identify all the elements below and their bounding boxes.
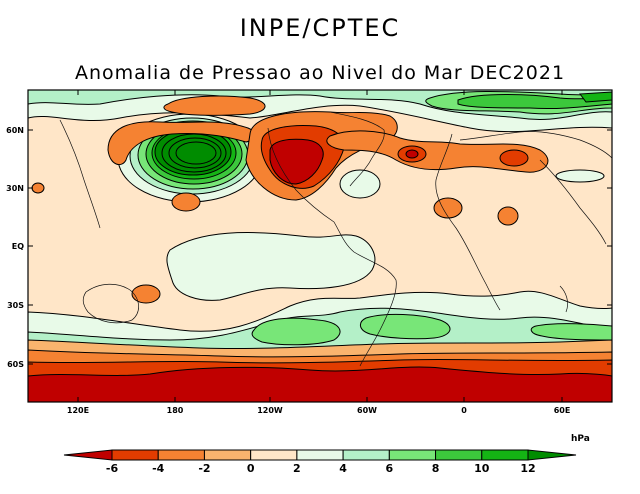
lon-label-120w: 120W <box>257 406 283 415</box>
colorbar-swatch <box>342 449 390 461</box>
colorbar-unit: hPa <box>571 434 590 444</box>
colorbar-swatch <box>157 449 205 461</box>
colorbar-swatch <box>388 449 437 461</box>
lon-label-180: 180 <box>167 406 184 415</box>
lat-label-30s: 30S <box>7 301 24 310</box>
negative-patch-1 <box>31 182 45 194</box>
lon-label-0: 0 <box>461 406 467 415</box>
colorbar-level-label: -6 <box>106 462 119 475</box>
positive-patch-2 <box>339 169 381 199</box>
anomaly-field <box>28 90 612 402</box>
negative-patch-3 <box>433 197 463 219</box>
arctic-positive-12 <box>579 91 612 103</box>
colorbar-level-label: -2 <box>198 462 210 475</box>
lat-label-60s: 60S <box>7 360 24 369</box>
negative-patch-4 <box>497 206 519 226</box>
colorbar-level-label: 0 <box>247 462 255 475</box>
southern-ocean-positive-6c <box>530 323 612 341</box>
colorbar-swatch <box>203 449 252 461</box>
institution-title: INPE/CPTEC <box>239 14 401 42</box>
colorbar-swatch <box>435 449 483 461</box>
antarctic-negative-8 <box>28 366 612 402</box>
lat-label-30n: 30N <box>6 184 24 193</box>
pacific-negative-top <box>163 95 266 116</box>
na-negative-6 <box>269 138 324 185</box>
negative-patch-2 <box>171 192 201 212</box>
colorbar-level-label: 10 <box>474 462 490 475</box>
lon-label-60w: 60W <box>357 406 377 415</box>
colorbar-level-label: 6 <box>386 462 394 475</box>
tropical-pacific-positive <box>166 232 376 301</box>
colorbar-level-label: -4 <box>152 462 165 475</box>
colorbar-swatch <box>481 449 529 461</box>
arctic-positive-8 <box>457 94 612 110</box>
pacific-negative-arc <box>107 121 255 166</box>
lat-label-eq: EQ <box>12 242 24 251</box>
negative-patch-5 <box>131 284 161 304</box>
colorbar-swatch <box>111 449 159 461</box>
colorbar-low-triangle <box>63 449 113 461</box>
colorbar: -6 -4 -2 0 2 4 6 8 10 12 <box>63 449 577 475</box>
colorbar-level-label: 2 <box>293 462 301 475</box>
coastlines <box>59 111 612 367</box>
southern-ocean-positive-6b <box>360 313 451 340</box>
colorbar-level-label: 4 <box>339 462 347 475</box>
longitude-axis <box>77 90 563 402</box>
colorbar-swatch <box>250 449 298 461</box>
lon-label-60e: 60E <box>554 406 571 415</box>
colorbar-level-label: 12 <box>520 462 535 475</box>
europe-negative-core <box>499 149 529 167</box>
colorbar-swatch <box>296 449 344 461</box>
colorbar-high-triangle <box>527 449 577 461</box>
colorbar-level-label: 8 <box>432 462 440 475</box>
latitude-axis <box>28 129 612 365</box>
lon-label-120e: 120E <box>67 406 89 415</box>
lat-label-60n: 60N <box>6 126 24 135</box>
map-title: Anomalia de Pressao ao Nivel do Mar DEC2… <box>74 62 566 84</box>
southern-ocean-positive-6 <box>251 317 341 346</box>
positive-patch-1 <box>555 169 605 183</box>
